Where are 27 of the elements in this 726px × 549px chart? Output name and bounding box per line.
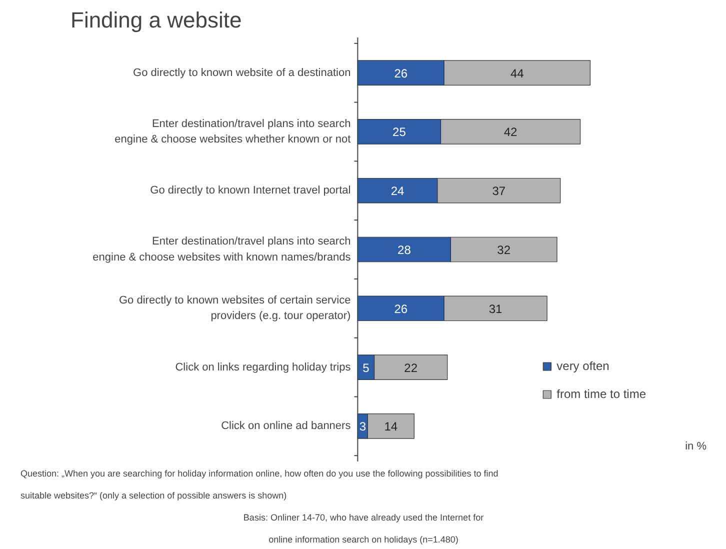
data-label: 28 (398, 243, 412, 257)
y-tick-label: Click on online ad banners (221, 420, 352, 432)
data-label: 42 (504, 125, 518, 140)
data-label: 37 (492, 184, 506, 198)
legend-label: very often (556, 359, 610, 373)
text: Basis: Onliner 14-70, who have already used the Internet for online information search on holidays (n=1.480) (243, 512, 484, 544)
y-tick-label: Go directly to known website of a destination (133, 66, 351, 79)
y-tick-label: Enter destination/travel plans into search engine & choose websites with known names/brands (92, 236, 352, 264)
y-tick-label: Click on links regarding holiday trips (175, 361, 352, 374)
data-label: 44 (510, 66, 524, 80)
data-label: 14 (384, 420, 398, 434)
data-label: 26 (394, 66, 408, 80)
data-label: 22 (404, 360, 418, 375)
data-label: 31 (488, 302, 503, 316)
data-label: 26 (394, 302, 408, 316)
y-tick-label: Go directly to known Internet travel portal (150, 184, 351, 197)
data-label: 25 (392, 125, 406, 140)
text: in % (685, 440, 707, 453)
y-tick-label: Go directly to known websites of certain service providers (e.g. tour operator) (119, 294, 351, 322)
data-label: 24 (390, 184, 405, 198)
text: Finding a website (70, 8, 242, 32)
legend-label: from time to time (556, 387, 646, 401)
text: Question: „When you are searching for holiday information online, how often do you use the following possibilities to find suitable websites?“ (only a selection of possible answers is shown) (20, 468, 498, 500)
data-label: 5 (362, 360, 370, 375)
data-label: 3 (359, 420, 366, 434)
data-label: 32 (497, 243, 511, 257)
y-tick-label: Enter destination/travel plans into search engine & choose websites whether known or not (114, 118, 351, 146)
